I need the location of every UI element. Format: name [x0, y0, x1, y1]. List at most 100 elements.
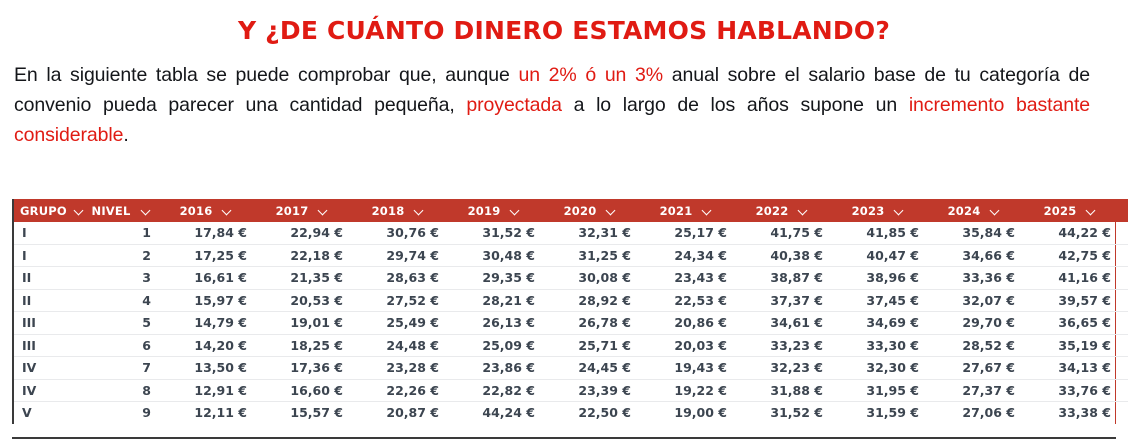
salary-projection-table: GRUPO NIVEL 2016 2017 2018 2019 2020 2021 2022 20… — [12, 199, 1128, 424]
cell-nivel: 7 — [84, 356, 158, 380]
cell-2023: 32,30 € — [830, 356, 926, 380]
column-header-2018[interactable]: 2018 — [350, 199, 446, 222]
cell-2022: 37,37 € — [734, 289, 830, 312]
column-header-2017[interactable]: 2017 — [254, 199, 350, 222]
column-header-2016[interactable]: 2016 — [158, 199, 254, 222]
column-header-2021[interactable]: 2021 — [638, 199, 734, 222]
chevron-down-icon[interactable] — [319, 206, 328, 215]
cell-2020: 24,45 € — [542, 356, 638, 380]
column-header-label: GRUPO — [20, 203, 67, 218]
cell-2021: 19,43 € — [638, 356, 734, 380]
chevron-down-icon[interactable] — [415, 206, 424, 215]
chevron-down-icon[interactable] — [607, 206, 616, 215]
column-header-2023[interactable]: 2023 — [830, 199, 926, 222]
chevron-down-icon[interactable] — [991, 206, 1000, 215]
intro-text: . — [123, 124, 129, 146]
chevron-down-icon[interactable] — [895, 206, 904, 215]
cell-2024: 35,84 € — [926, 222, 1022, 245]
cell-2026: 31,97 € — [1118, 402, 1128, 424]
cell-2025: 33,38 € — [1058, 405, 1111, 421]
cell-2018: 23,28 € — [350, 356, 446, 380]
table-bottom-rule — [12, 437, 1116, 439]
cell-2018: 27,52 € — [350, 289, 446, 312]
chevron-down-icon[interactable] — [799, 206, 808, 215]
cell-2016: 16,61 € — [158, 266, 254, 290]
column-header-2026[interactable]: 2026 — [1118, 199, 1128, 222]
table-row[interactable]: V 9 12,11 € 15,57 € 20,87 € 44,24 € 22,50 € 19,… — [14, 402, 1128, 424]
cell-2023: 40,47 € — [830, 244, 926, 267]
column-header-inner: 2024 — [932, 204, 1016, 218]
cell-2018: 20,87 € — [386, 405, 439, 421]
cell-grupo: II — [14, 266, 84, 290]
column-header-2024[interactable]: 2024 — [926, 199, 1022, 222]
intro-highlight: incremento bastante considerable — [14, 94, 1091, 146]
column-header-2019[interactable]: 2019 — [446, 199, 542, 222]
cell-2018: 30,76 € — [350, 222, 446, 245]
cell-2024: 32,07 € — [926, 289, 1022, 312]
table-row[interactable]: IV 7 13,50 €17,36 €23,28 €23,86 €24,45 €19… — [14, 356, 1128, 380]
column-header-inner: 2019 — [452, 204, 536, 218]
chevron-down-icon[interactable] — [703, 206, 712, 215]
cell-2026: 33,97 € — [1118, 311, 1128, 335]
column-header-grupo[interactable]: GRUPO — [14, 199, 84, 222]
chevron-down-icon[interactable] — [75, 206, 84, 215]
table-row[interactable]: III 5 14,79 €19,01 €25,49 €26,13 €26,78 €2… — [14, 311, 1128, 335]
cell-2019: 30,48 € — [446, 244, 542, 267]
cell-2017: 19,01 € — [254, 311, 350, 335]
cell-nivel: 4 — [84, 289, 158, 312]
table-row[interactable]: I 1 17,84 €22,94 €30,76 €31,52 €32,31 €25,… — [14, 222, 1128, 245]
column-header-label: 2022 — [755, 203, 789, 218]
cell-2024: 27,37 € — [926, 379, 1022, 402]
cell-2016: 12,91 € — [158, 379, 254, 402]
cell-2025: 42,75 € — [1022, 244, 1118, 267]
cell-grupo: IV — [14, 356, 84, 380]
cell-2026: 33,23 € — [1118, 334, 1128, 357]
column-header-2025[interactable]: 2025 — [1022, 199, 1118, 222]
column-header-2020[interactable]: 2020 — [542, 199, 638, 222]
cell-2021: 24,34 € — [638, 244, 734, 267]
cell-2020: 26,78 € — [542, 311, 638, 335]
column-header-nivel[interactable]: NIVEL — [84, 199, 158, 222]
cell-2025: 35,19 € — [1022, 334, 1118, 357]
table-body: I 1 17,84 €22,94 €30,76 €31,52 €32,31 €25,… — [14, 222, 1128, 424]
table-row[interactable]: II 3 16,61 €21,35 €28,63 €29,35 €30,08 €23… — [14, 266, 1128, 290]
cell-2019: 26,13 € — [446, 311, 542, 335]
cell-2017: 20,53 € — [254, 289, 350, 312]
cell-2016: 13,50 € — [158, 356, 254, 380]
cell-2021: 22,53 € — [638, 289, 734, 312]
cell-2017: 22,94 € — [254, 222, 350, 245]
cell-2018: 29,74 € — [350, 244, 446, 267]
cell-2021: 20,03 € — [638, 334, 734, 357]
cell-2018: 25,49 € — [350, 311, 446, 335]
table-row[interactable]: III 6 14,20 €18,25 €24,48 €25,09 €25,71 €2… — [14, 334, 1128, 357]
intro-paragraph: En la siguiente tabla se puede comprobar… — [0, 46, 1102, 150]
table-header-row: GRUPO NIVEL 2016 2017 2018 2019 2020 2021 2022 20… — [14, 199, 1128, 222]
cell-nivel: 9 — [142, 405, 151, 421]
cell-2024: 28,52 € — [926, 334, 1022, 357]
cell-2020: 23,39 € — [542, 379, 638, 402]
cell-2017: 22,18 € — [254, 244, 350, 267]
chevron-down-icon[interactable] — [511, 206, 520, 215]
cell-2025: 34,13 € — [1022, 356, 1118, 380]
intro-highlight: un 2% ó un 3% — [518, 64, 664, 86]
cell-2020: 32,31 € — [542, 222, 638, 245]
column-header-label: 2024 — [947, 203, 981, 218]
cell-2023: 41,85 € — [830, 222, 926, 245]
cell-grupo: III — [14, 311, 84, 335]
intro-text: anual sobre el salario base de tu catego… — [14, 64, 1090, 116]
table-row[interactable]: I 2 17,25 €22,18 €29,74 €30,48 €31,25 €24,… — [14, 244, 1128, 267]
column-header-inner: 2018 — [356, 204, 440, 218]
cell-2019: 28,21 € — [446, 289, 542, 312]
cell-nivel: 8 — [84, 379, 158, 402]
chevron-down-icon[interactable] — [142, 206, 151, 215]
table-row[interactable]: II 4 15,97 €20,53 €27,52 €28,21 €28,92 €22… — [14, 289, 1128, 312]
table-row[interactable]: IV 8 12,91 €16,60 €22,26 €22,82 €23,39 €19… — [14, 379, 1128, 402]
column-header-2022[interactable]: 2022 — [734, 199, 830, 222]
chevron-down-icon[interactable] — [1087, 206, 1096, 215]
cell-2024: 29,70 € — [926, 311, 1022, 335]
column-header-inner: 2026 — [1124, 204, 1128, 218]
cell-2019: 31,52 € — [446, 222, 542, 245]
column-header-inner: 2020 — [548, 204, 632, 218]
intro-text: a lo largo de los años supone un — [561, 94, 909, 116]
chevron-down-icon[interactable] — [223, 206, 232, 215]
